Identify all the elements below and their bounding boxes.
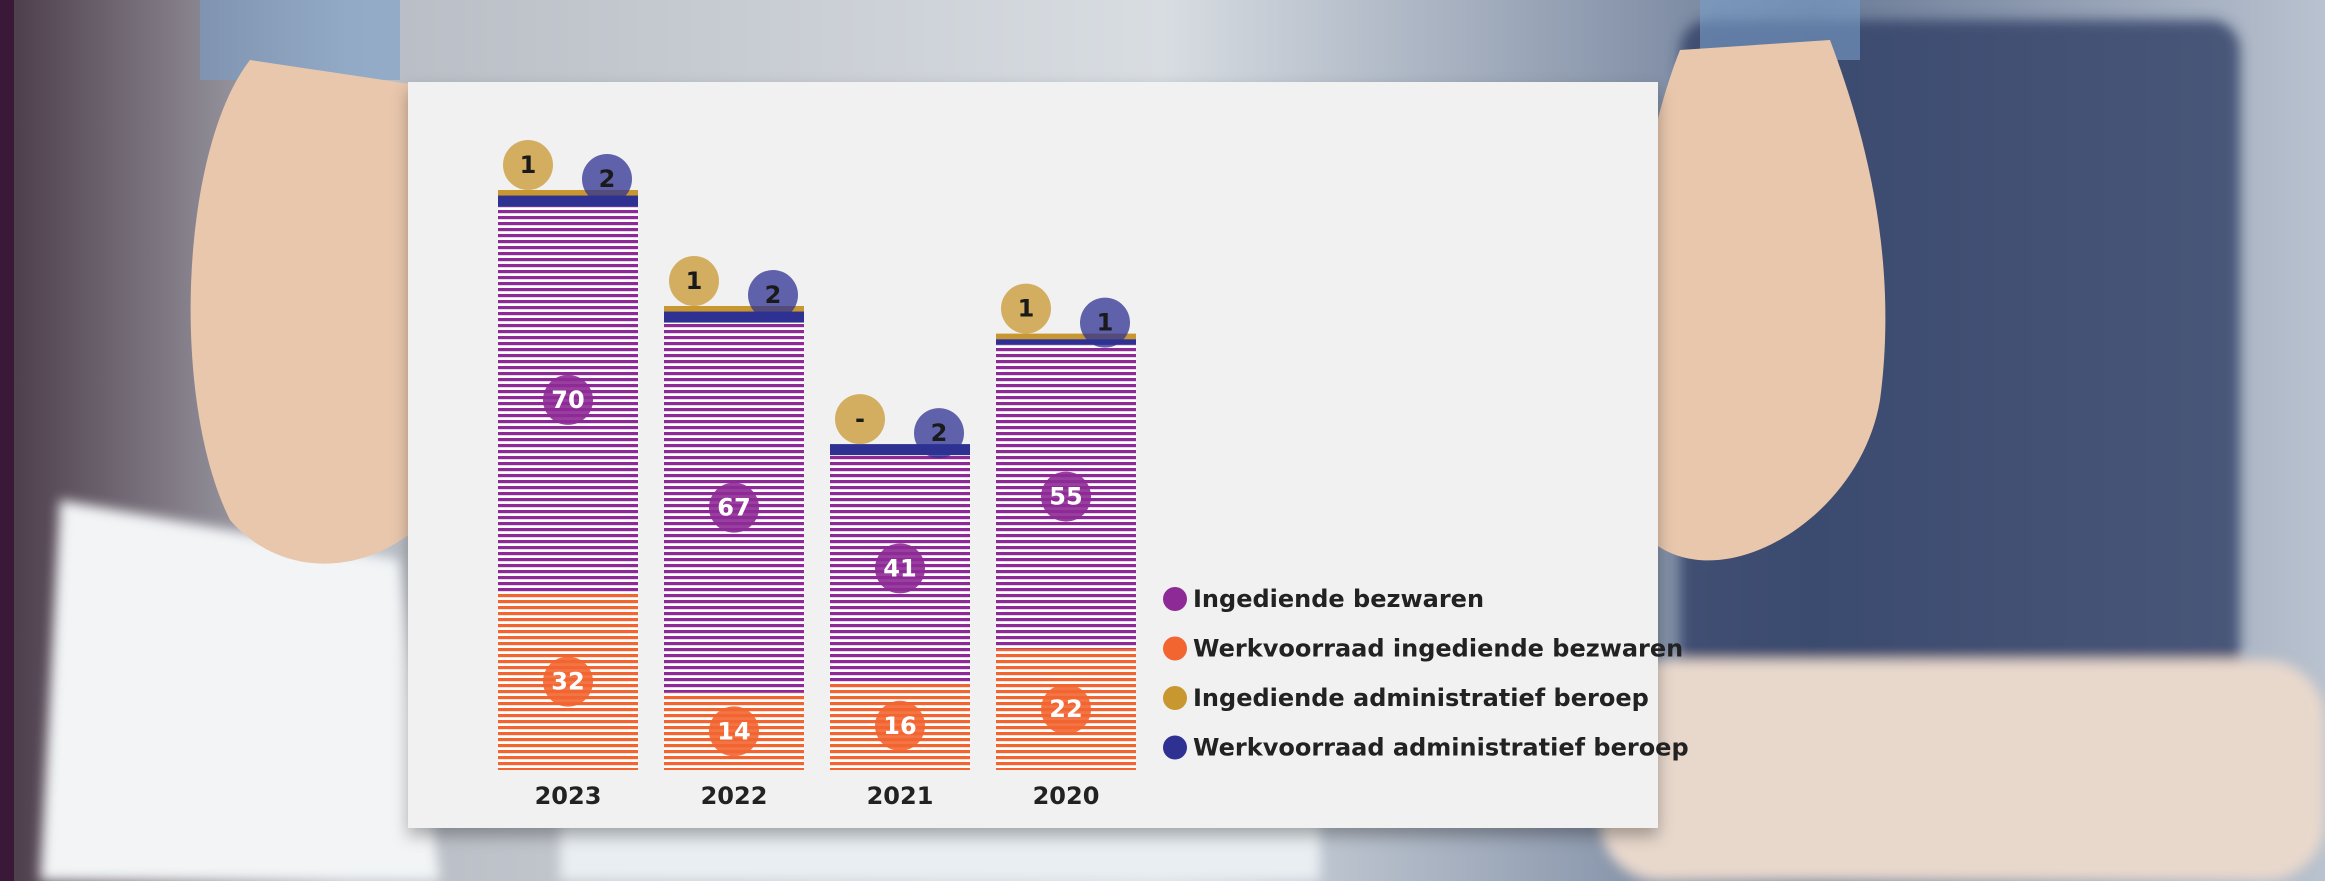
data-label: 14 <box>717 717 750 745</box>
data-label: 1 <box>1018 295 1035 323</box>
legend-label: Ingediende administratief beroep <box>1193 684 1649 712</box>
legend-label: Ingediende bezwaren <box>1193 585 1484 613</box>
data-label: 41 <box>883 554 916 582</box>
x-tick-label: 2020 <box>1033 782 1100 810</box>
legend-label: Werkvoorraad ingediende bezwaren <box>1193 635 1683 663</box>
data-label: 16 <box>883 712 916 740</box>
data-label: 1 <box>520 151 537 179</box>
page: {"chart_data": {"type": "stacked-bar", "… <box>0 0 2325 881</box>
legend-swatch <box>1163 587 1187 611</box>
x-tick-label: 2022 <box>701 782 768 810</box>
data-label: 55 <box>1049 483 1082 511</box>
x-tick-label: 2023 <box>535 782 602 810</box>
legend-swatch <box>1163 686 1187 710</box>
legend-label: Werkvoorraad administratief beroep <box>1193 734 1689 762</box>
data-label: 1 <box>1097 309 1114 337</box>
data-label: 2 <box>765 281 782 309</box>
data-label: - <box>855 405 865 433</box>
data-label: 2 <box>931 419 948 447</box>
data-label: 70 <box>551 386 584 414</box>
legend-swatch <box>1163 637 1187 661</box>
x-tick-label: 2021 <box>867 782 934 810</box>
data-label: 22 <box>1049 695 1082 723</box>
data-label: 2 <box>599 165 616 193</box>
legend-swatch <box>1163 736 1187 760</box>
data-label: 32 <box>551 668 584 696</box>
left-strip <box>0 0 14 881</box>
data-label: 1 <box>686 267 703 295</box>
data-label: 67 <box>717 494 750 522</box>
screenshot: 2023 70 32 1 2 2022 67 14 1 2 2021 41 16 - 2 2020 55 22 1 1… <box>0 0 2325 881</box>
